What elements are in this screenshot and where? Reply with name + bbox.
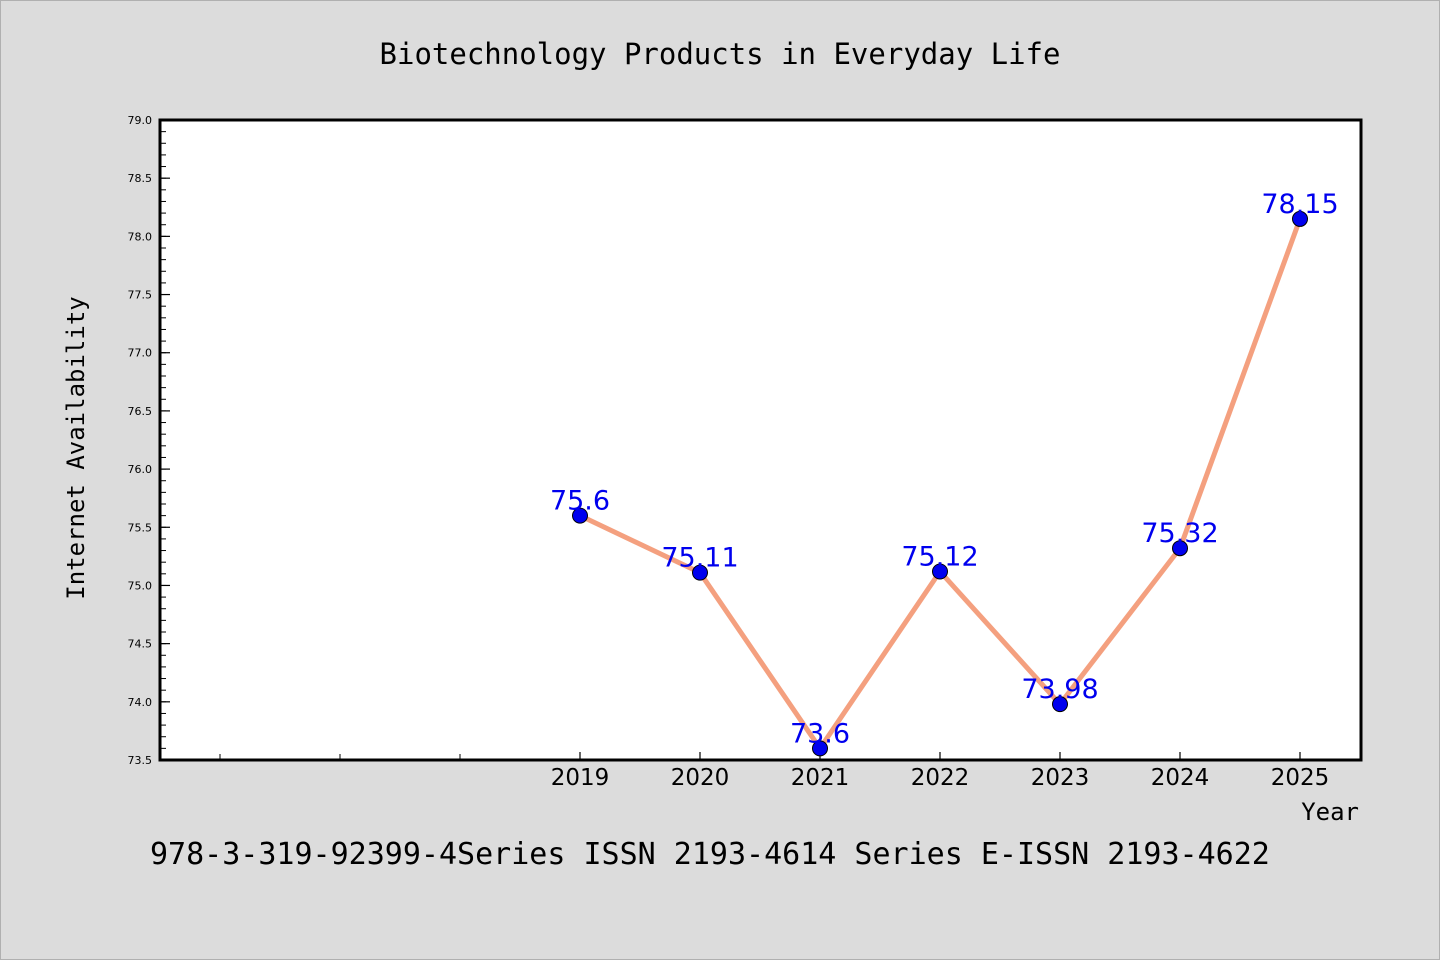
data-point [932,563,948,580]
data-label: 75.32 [1141,518,1218,549]
y-tick-label: 74.0 [128,696,153,709]
y-tick-label: 78.5 [128,172,153,185]
data-label: 73.6 [790,718,850,749]
data-markers [572,210,1308,757]
data-point [1292,210,1308,227]
data-label: 73.98 [1021,674,1098,705]
footer-text: 978-3-319-92399-4Series ISSN 2193-4614 S… [150,837,1270,872]
y-axis-label: Internet Availability [62,296,90,599]
data-label: 75.11 [661,543,738,574]
x-tick-label: 2021 [791,765,850,791]
y-tick-label: 76.5 [128,405,153,418]
x-axis-label: Year [1301,798,1359,826]
data-label: 75.6 [550,486,610,517]
x-axis-ticks: 2019 2020 2021 2022 2023 2024 2025 [219,752,1330,791]
y-tick-label: 77.0 [128,347,153,360]
y-tick-label: 74.5 [128,638,153,651]
data-point [1052,696,1068,713]
data-point [692,564,708,581]
y-tick-label: 75.5 [128,521,153,534]
x-tick-label: 2025 [1271,765,1330,791]
x-tick-label: 2022 [911,765,970,791]
x-tick-label: 2023 [1031,765,1090,791]
chart-title: Biotechnology Products in Everyday Life [380,37,1061,71]
y-tick-label: 79.0 [128,114,153,127]
y-axis-ticks: 73.5 74.0 74.5 75.0 75.5 76.0 76.5 77.0 77.5 78.0… [128,114,170,767]
data-label: 78.15 [1261,189,1338,220]
y-tick-label: 75.0 [128,579,153,592]
y-tick-label: 76.0 [128,463,153,476]
y-tick-label: 77.5 [128,289,153,302]
x-tick-label: 2024 [1151,765,1210,791]
data-point [1172,540,1188,557]
plot-area [158,118,1363,762]
x-tick-label: 2019 [551,765,610,791]
data-point [572,507,588,524]
data-labels: 75.6 75.11 73.6 75.12 73.98 75.32 78.15 [550,189,1339,749]
x-tick-label: 2020 [671,765,730,791]
y-tick-label: 73.5 [128,754,153,767]
data-point [812,740,828,757]
y-tick-label: 78.0 [128,230,153,243]
data-label: 75.12 [901,541,978,572]
